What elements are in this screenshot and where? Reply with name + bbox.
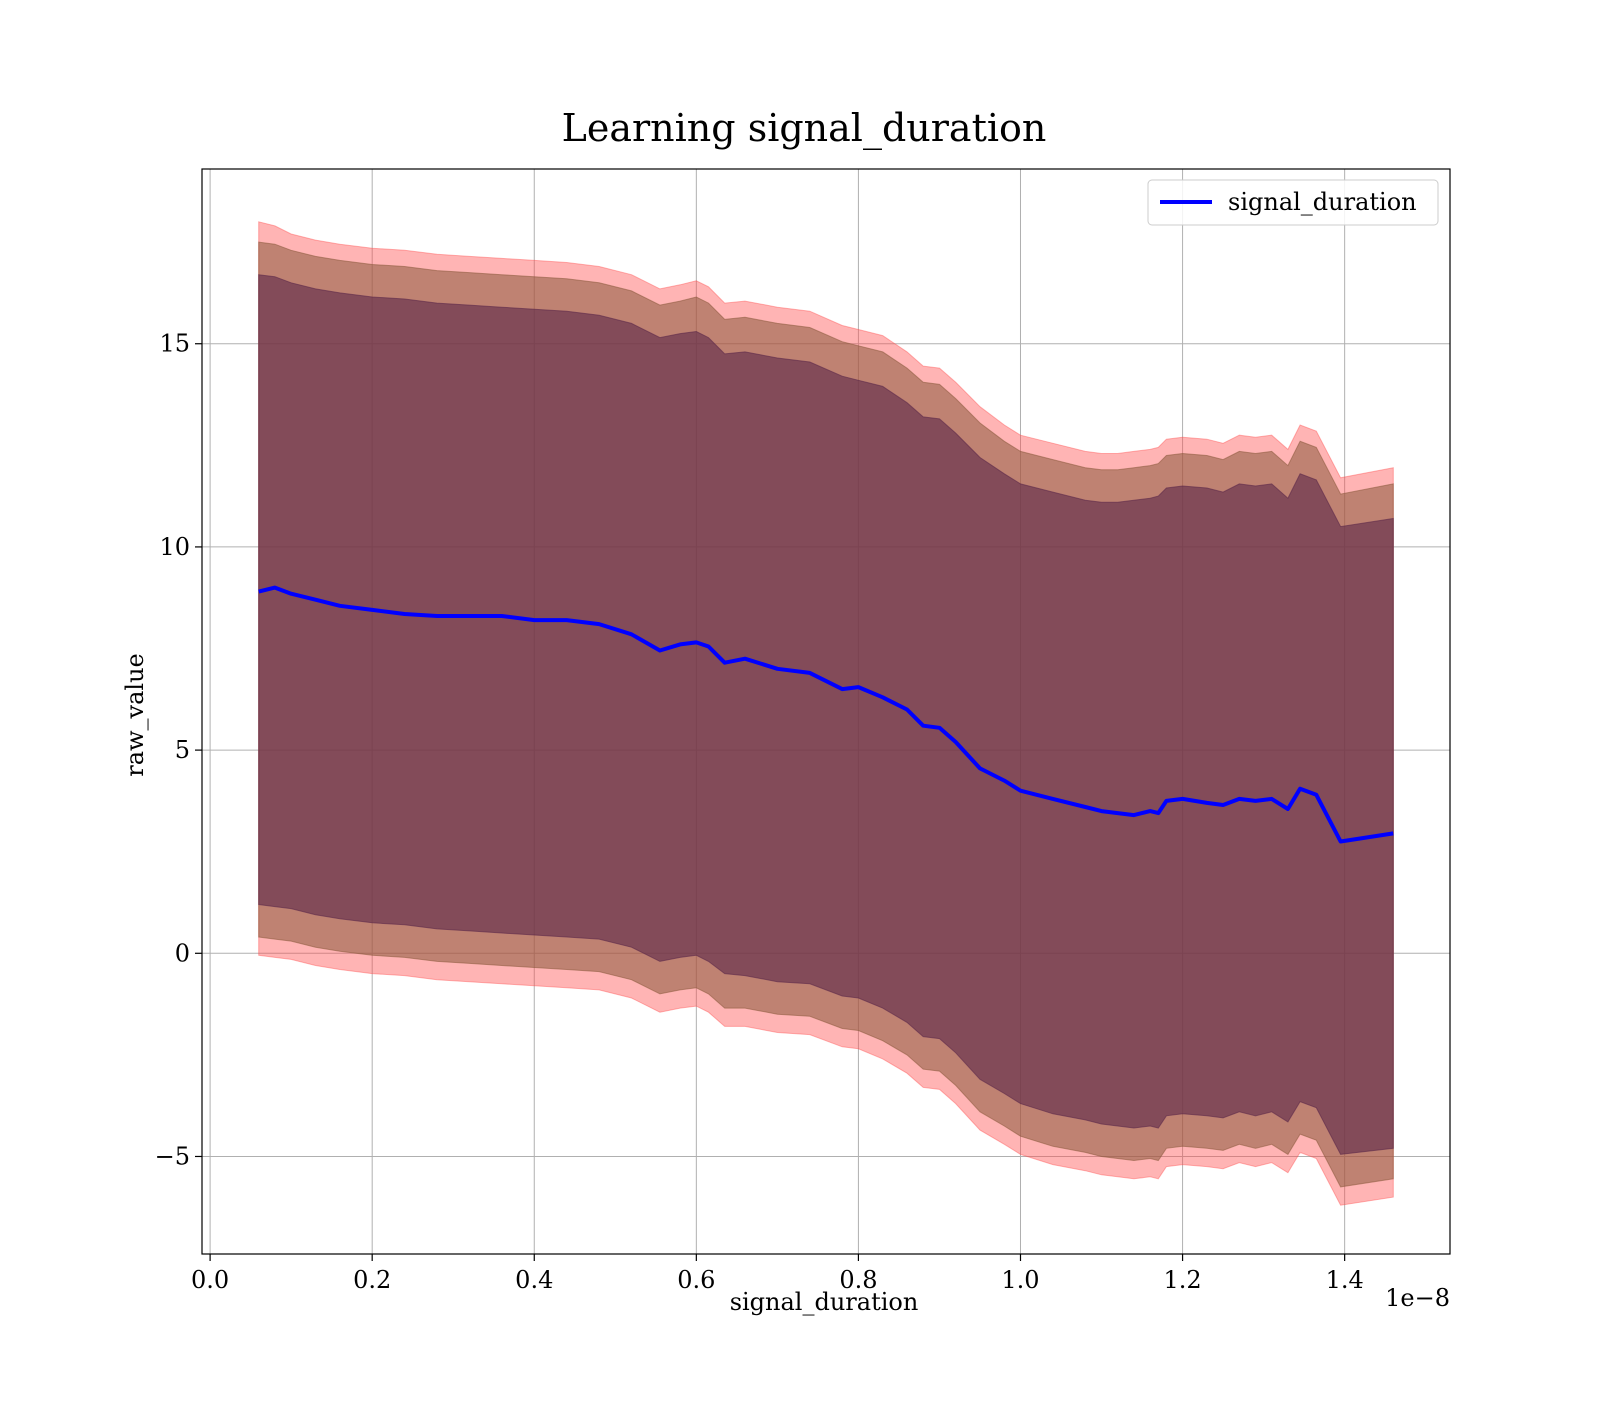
x-tick-label: 0.8: [839, 1266, 877, 1294]
chart-title: Learning signal_duration: [562, 106, 1047, 151]
x-tick-label: 0.2: [353, 1266, 391, 1294]
plot-frame: [201, 168, 1451, 1255]
x-tick-label: 0.4: [515, 1266, 553, 1294]
y-tick-label: 10: [159, 533, 190, 561]
x-tick-label: 0.0: [191, 1266, 229, 1294]
series-lines: [258, 585, 1394, 844]
band-inner: [258, 274, 1394, 1155]
x-tick-label: 1.2: [1163, 1266, 1201, 1294]
y-tick-label: 5: [175, 736, 190, 764]
y-axis-ticks: −5 0 5 10 15: [155, 330, 202, 1170]
legend: signal_duration: [1147, 179, 1439, 226]
x-axis-offset-text: 1e−8: [1385, 1284, 1450, 1312]
legend-box: [1147, 179, 1439, 226]
x-axis-ticks: 0.0 0.2 0.4 0.6 0.8 1.0 1.2 1.4: [191, 1254, 1364, 1294]
series-line: [258, 585, 1394, 844]
x-tick-label: 1.4: [1326, 1266, 1364, 1294]
x-axis-label: signal_duration: [730, 1288, 919, 1316]
legend-label: signal_duration: [1228, 188, 1417, 216]
confidence-bands: [258, 221, 1394, 1206]
x-tick-label: 0.6: [677, 1266, 715, 1294]
y-tick-label: −5: [155, 1142, 190, 1170]
y-tick-label: 15: [159, 330, 190, 358]
x-tick-label: 1.0: [1001, 1266, 1039, 1294]
y-tick-label: 0: [175, 939, 190, 967]
y-axis-label: raw_value: [121, 653, 149, 777]
